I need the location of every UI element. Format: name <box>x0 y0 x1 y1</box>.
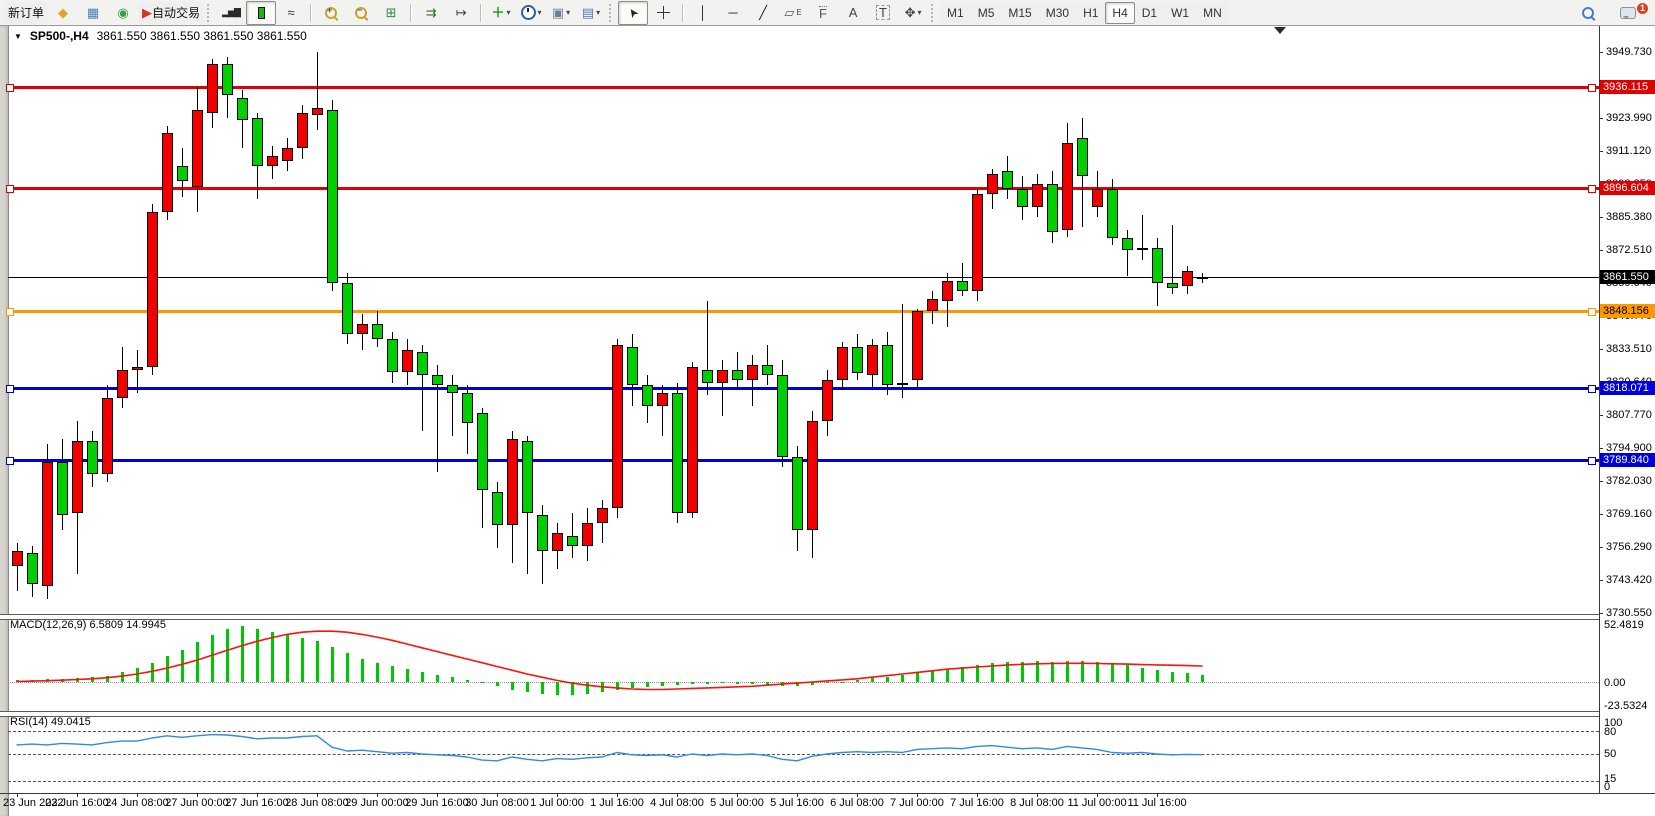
templates-icon[interactable]: ▣ ▾ <box>551 5 571 20</box>
indicators-icon[interactable]: ＋ ▾ <box>491 5 511 20</box>
chat-icon[interactable]: 1 <box>1613 1 1648 25</box>
new-order-label: 新订单 <box>8 6 45 20</box>
arrows-icon[interactable]: ✥ ▾ <box>904 5 922 20</box>
toolbar-separator <box>480 3 483 22</box>
market-watch-icon[interactable]: ◆ <box>58 5 69 20</box>
equidistant-channel-icon[interactable]: ▱ E <box>784 5 802 20</box>
autotrading-label: 自动交易 <box>152 6 201 20</box>
toolbar-grip[interactable] <box>931 3 937 22</box>
vertical-line-icon[interactable]: │ <box>698 5 708 20</box>
notification-badge: 1 <box>1637 2 1648 14</box>
period-button-h4[interactable]: H4 <box>1105 1 1135 24</box>
data-window-icon[interactable]: ▦ <box>86 5 100 20</box>
main-toolbar: 新订单 ◆ ▦ ◉ ▶ 自动交易 ▂▅▇ ≈ + − ⊞ ⇉ ↦ ＋ ▾ ▾ ▣ ▾… <box>0 0 1655 26</box>
period-toolbar: M1 M5 M15 M30 H1 H4 D1 W1 MN <box>940 1 1229 24</box>
autotrading-icon: ▶ <box>142 5 153 20</box>
toolbar-separator <box>310 3 313 22</box>
period-button-m1[interactable]: M1 <box>940 1 971 24</box>
chart-window[interactable] <box>0 26 1655 816</box>
cursor-icon[interactable]: ➤ <box>618 0 649 25</box>
time-axis-border <box>0 793 1655 794</box>
chart-style-icon[interactable]: ▤ ▾ <box>581 5 601 20</box>
horizontal-line-icon[interactable]: ─ <box>728 5 738 20</box>
period-button-m30[interactable]: M30 <box>1038 1 1077 24</box>
new-order-button[interactable]: 新订单 <box>4 1 49 24</box>
rsi-label: RSI(14) 49.0415 <box>10 716 91 728</box>
candlestick-chart-icon[interactable] <box>246 0 277 25</box>
toolbar-grip[interactable] <box>609 3 615 22</box>
text-label-icon[interactable]: T <box>868 1 898 25</box>
toolbar-grip[interactable] <box>207 3 213 22</box>
auto-scroll-icon[interactable]: ⇉ <box>425 5 437 20</box>
zoom-in-icon[interactable]: + <box>316 1 346 25</box>
period-button-h1[interactable]: H1 <box>1076 1 1106 24</box>
period-button-w1[interactable]: W1 <box>1164 1 1197 24</box>
period-button-mn[interactable]: MN <box>1196 1 1229 24</box>
period-button-m5[interactable]: M5 <box>970 1 1002 24</box>
price-axis-border <box>1599 26 1600 794</box>
crosshair-icon[interactable] <box>648 1 678 25</box>
period-button-m15[interactable]: M15 <box>1001 1 1039 24</box>
period-button-d1[interactable]: D1 <box>1134 1 1165 24</box>
ohlc-values: 3861.550 3861.550 3861.550 3861.550 <box>96 29 307 43</box>
trendline-icon[interactable]: ╱ <box>759 5 767 20</box>
text-icon[interactable]: A <box>848 5 858 20</box>
zoom-out-icon[interactable]: − <box>346 1 376 25</box>
macd-label: MACD(12,26,9) 6.5809 14.9945 <box>10 619 166 631</box>
autotrading-button[interactable]: ▶ 自动交易 <box>138 1 205 24</box>
panel-splitter[interactable] <box>0 614 1599 620</box>
window-left-border <box>0 26 9 816</box>
bar-chart-icon[interactable]: ▂▅▇ <box>222 7 241 17</box>
panel-splitter[interactable] <box>0 711 1599 717</box>
chart-title: ▼ SP500-,H4 3861.550 3861.550 3861.550 3… <box>14 29 307 43</box>
chart-shift-icon[interactable]: ↦ <box>455 5 467 20</box>
ohlc-toggle-icon[interactable]: ▼ <box>14 31 22 41</box>
periods-icon[interactable]: ▾ <box>516 1 546 25</box>
toolbar-separator <box>410 3 413 22</box>
line-chart-icon[interactable]: ≈ <box>287 5 295 20</box>
search-icon[interactable] <box>1573 1 1603 25</box>
tile-windows-icon[interactable]: ⊞ <box>385 5 397 20</box>
toolbar-separator <box>682 3 685 22</box>
symbol-period-label: SP500-,H4 <box>29 29 89 43</box>
navigator-icon[interactable]: ◉ <box>117 5 129 20</box>
fibonacci-icon[interactable]: F <box>819 5 827 21</box>
